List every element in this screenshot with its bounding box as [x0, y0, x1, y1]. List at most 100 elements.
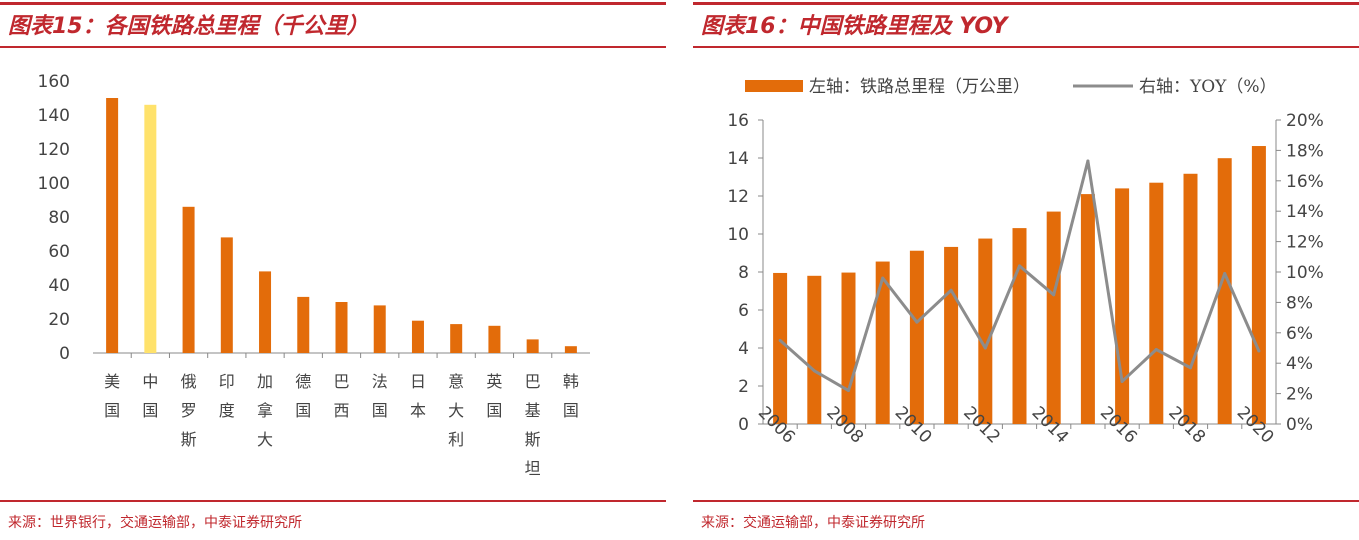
- bar: [978, 238, 993, 424]
- right-y-tick-label: 16%: [1286, 172, 1324, 192]
- bar: [450, 324, 463, 353]
- y-tick-label: 160: [38, 72, 70, 92]
- top-divider: [693, 2, 1359, 5]
- yoy-point: [1018, 264, 1021, 268]
- left-y-tick-label: 12: [727, 187, 749, 207]
- bar: [773, 272, 788, 424]
- x-tick-label: 巴基斯坦: [525, 372, 541, 478]
- bar: [182, 206, 195, 353]
- source-note: 来源：交通运输部，中泰证券研究所: [701, 515, 925, 531]
- x-tick-label: 意大利: [448, 372, 464, 449]
- right-y-tick-label: 4%: [1286, 354, 1313, 374]
- x-tick-label: 英国: [486, 372, 502, 420]
- yoy-point: [881, 276, 885, 280]
- bar: [259, 271, 272, 353]
- y-tick-label: 120: [38, 140, 70, 160]
- bottom-divider: [0, 500, 666, 502]
- left-y-tick-label: 2: [738, 377, 749, 397]
- bar: [1251, 146, 1266, 424]
- left-chart-panel: 图表15：各国铁路总里程（千公里） 0 20 40 60 80 100 120 140 160 美…: [0, 0, 666, 540]
- y-tick-label: 140: [38, 106, 70, 126]
- right-y-tick-label: 0%: [1286, 415, 1313, 435]
- bar: [297, 296, 310, 353]
- bar: [335, 302, 348, 353]
- source-note: 来源：世界银行，交通运输部，中泰证券研究所: [8, 515, 302, 531]
- yoy-point: [1257, 349, 1261, 353]
- right-y-tick-label: 10%: [1286, 263, 1324, 283]
- bar: [144, 104, 157, 353]
- y-tick-label: 100: [38, 174, 70, 194]
- bar: [875, 261, 890, 424]
- y-tick-label: 60: [48, 242, 70, 262]
- bar: [106, 98, 119, 353]
- left-y-tick-label: 14: [727, 149, 749, 169]
- right-y-tick-label: 20%: [1286, 111, 1324, 131]
- right-chart-panel: 图表16：中国铁路里程及 YOY 左轴：铁路总里程（万公里） 右轴：YOY（%） 0…: [693, 0, 1359, 540]
- left-y-tick-label: 0: [738, 415, 749, 435]
- yoy-point: [1052, 293, 1056, 297]
- left-y-tick-label: 4: [738, 339, 749, 359]
- yoy-point: [847, 389, 850, 393]
- bar: [1080, 194, 1095, 424]
- bar: [1217, 158, 1232, 424]
- bar: [220, 237, 233, 353]
- top-divider: [0, 2, 666, 5]
- bar: [909, 250, 924, 424]
- bar: [944, 246, 959, 424]
- bar: [1149, 182, 1164, 424]
- right-y-tick-label: 14%: [1286, 202, 1324, 222]
- x-tick-label: 美国: [104, 372, 120, 420]
- yoy-point: [1120, 379, 1124, 383]
- right-y-tick-label: 8%: [1286, 293, 1313, 313]
- yoy-point: [983, 346, 987, 350]
- legend-bar-label: 左轴：铁路总里程（万公里）: [809, 77, 1030, 97]
- chart-title: 图表16：中国铁路里程及 YOY: [701, 14, 1008, 39]
- bar: [373, 305, 386, 353]
- bar: [1012, 228, 1027, 424]
- bottom-divider: [693, 500, 1359, 502]
- yoy-point: [1189, 366, 1192, 370]
- x-tick-label: 加拿大: [257, 372, 273, 449]
- yoy-point: [949, 288, 953, 292]
- bar: [1115, 188, 1130, 424]
- left-y-tick-label: 10: [727, 225, 749, 245]
- x-tick-label: 中国: [142, 372, 158, 420]
- chart-title: 图表15：各国铁路总里程（千公里）: [8, 14, 369, 39]
- title-divider: [0, 46, 666, 48]
- bar: [807, 275, 822, 424]
- y-tick-label: 20: [48, 310, 70, 330]
- bar: [1046, 211, 1061, 424]
- bar: [1183, 173, 1198, 424]
- bar: [488, 325, 501, 353]
- yoy-point: [1154, 348, 1158, 352]
- x-tick-label: 巴西: [333, 372, 349, 420]
- title-divider: [693, 46, 1359, 48]
- x-tick-label: 印度: [219, 372, 235, 420]
- legend-bar-swatch: [745, 80, 803, 92]
- right-y-tick-label: 18%: [1286, 141, 1324, 161]
- left-y-tick-label: 16: [727, 111, 749, 131]
- x-tick-label: 日本: [410, 372, 426, 420]
- yoy-point: [812, 369, 816, 373]
- x-tick-label: 韩国: [563, 372, 579, 420]
- x-tick-label: 俄罗斯: [181, 372, 197, 449]
- yoy-point: [1223, 272, 1227, 276]
- x-tick-label: 德国: [295, 372, 311, 420]
- y-tick-label: 0: [59, 344, 70, 364]
- legend-line-label: 右轴：YOY（%）: [1139, 77, 1277, 97]
- left-y-tick-label: 8: [738, 263, 749, 283]
- right-y-tick-label: 12%: [1286, 233, 1324, 253]
- right-y-tick-label: 6%: [1286, 324, 1313, 344]
- right-y-tick-label: 2%: [1286, 385, 1313, 405]
- china-railway-combo-chart: 左轴：铁路总里程（万公里） 右轴：YOY（%） 0 2 4 6 8 10 12 14 16 0% 2% 4…: [727, 77, 1324, 448]
- bar: [564, 346, 577, 353]
- bar: [411, 320, 424, 353]
- yoy-point: [915, 320, 919, 324]
- bar: [526, 339, 539, 353]
- y-tick-label: 80: [48, 208, 70, 228]
- left-y-tick-label: 6: [738, 301, 749, 321]
- y-tick-label: 40: [48, 276, 70, 296]
- yoy-point: [778, 338, 782, 342]
- x-tick-label: 法国: [372, 372, 388, 420]
